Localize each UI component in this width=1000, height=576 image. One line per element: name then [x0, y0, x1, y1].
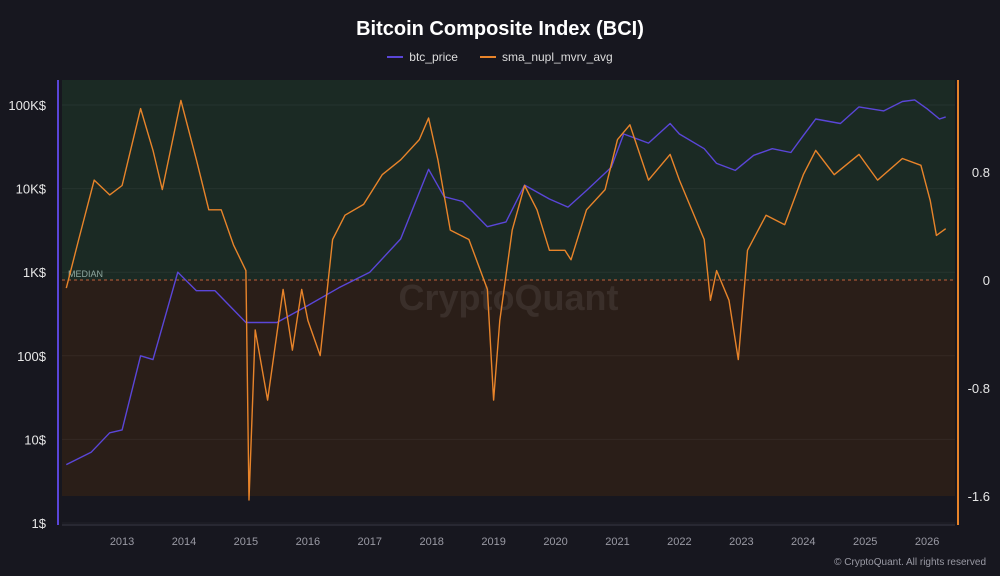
x-tick-label: 2024	[791, 536, 815, 548]
series-line-btc-price	[65, 99, 946, 466]
legend-item-sma[interactable]: sma_nupl_mvrv_avg	[479, 50, 613, 64]
x-tick-label: 2017	[358, 536, 382, 548]
legend-swatch	[479, 56, 496, 58]
y-right-tick-label: -1.6	[968, 489, 990, 504]
legend: btc_price sma_nupl_mvrv_avg	[0, 50, 1000, 64]
x-tick-label: 2018	[419, 536, 443, 548]
legend-label: btc_price	[409, 50, 458, 64]
legend-item-btc-price[interactable]: btc_price	[387, 50, 458, 64]
y-right-tick-label: 0	[983, 273, 990, 288]
y-left-tick-label: 1$	[32, 516, 47, 531]
x-tick-label: 2015	[234, 536, 258, 548]
watermark: CryptoQuant	[399, 277, 619, 318]
above-median-region	[62, 80, 955, 280]
y-left-tick-label: 10K$	[16, 182, 47, 197]
x-tick-label: 2020	[543, 536, 567, 548]
legend-label: sma_nupl_mvrv_avg	[501, 50, 613, 64]
x-tick-label: 2013	[110, 536, 134, 548]
x-tick-label: 2025	[853, 536, 877, 548]
chart-title: Bitcoin Composite Index (BCI)	[356, 18, 644, 40]
series-line-sma-nupl-mvrv-avg	[65, 99, 947, 501]
y-left-tick-label: 10$	[24, 432, 46, 447]
median-label: MEDIAN	[68, 269, 103, 279]
x-tick-label: 2019	[481, 536, 505, 548]
x-tick-label: 2022	[667, 536, 691, 548]
x-tick-label: 2021	[605, 536, 629, 548]
below-median-region	[62, 280, 955, 496]
x-tick-label: 2023	[729, 536, 753, 548]
y-right-tick-label: -0.8	[968, 381, 990, 396]
x-tick-label: 2014	[172, 536, 196, 548]
y-left-tick-label: 100K$	[8, 98, 46, 113]
y-left-tick-label: 1K$	[23, 265, 47, 280]
y-left-tick-label: 100$	[17, 349, 47, 364]
legend-swatch	[387, 56, 404, 58]
copyright: © CryptoQuant. All rights reserved	[834, 557, 986, 568]
y-right-tick-label: 0.8	[972, 165, 990, 180]
x-tick-label: 2016	[296, 536, 320, 548]
x-tick-label: 2026	[915, 536, 939, 548]
